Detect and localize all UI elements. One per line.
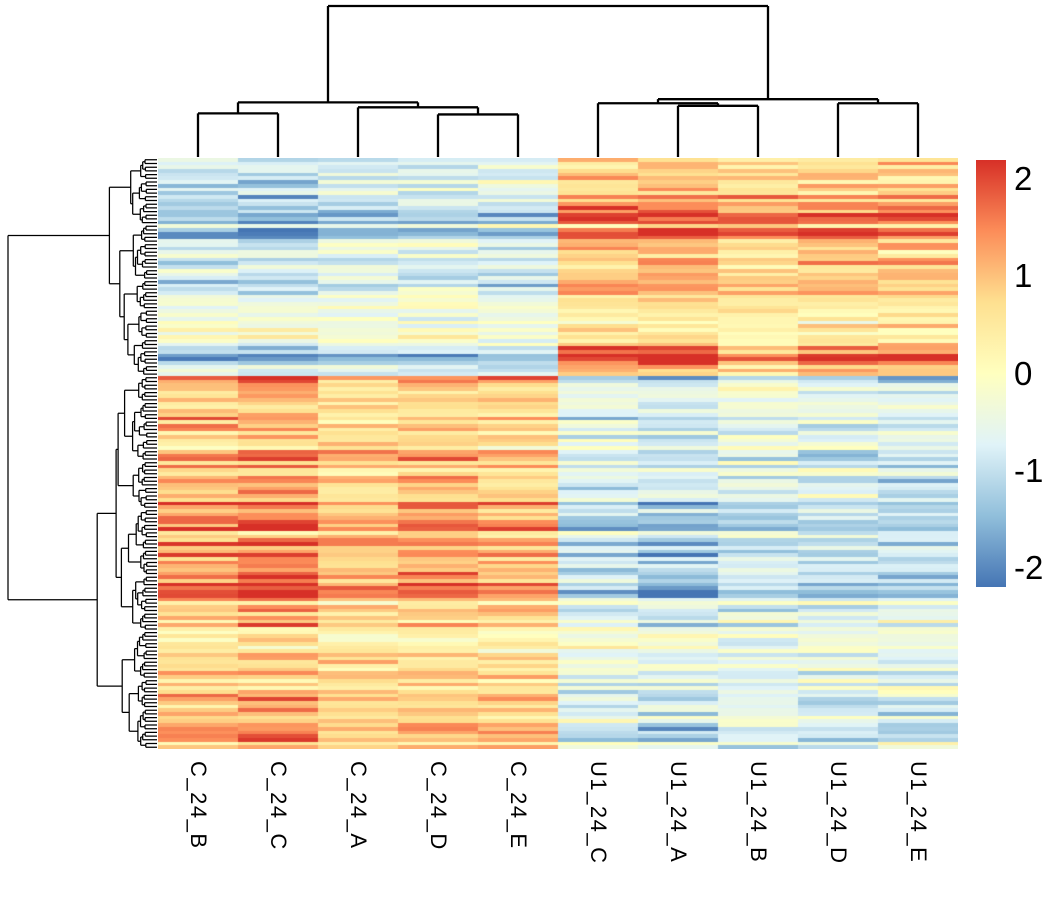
column-label-C_24_A: C_24_A: [346, 761, 371, 850]
legend-tick-0: 0: [1014, 354, 1033, 392]
column-label-C_24_C: C_24_C: [266, 761, 291, 851]
column-label-U1_24_E: U1_24_E: [906, 761, 931, 864]
column-label-C_24_B: C_24_B: [186, 761, 211, 850]
legend-tick-2: 2: [1014, 160, 1033, 198]
column-label-U1_24_D: U1_24_D: [826, 761, 851, 865]
column-label-U1_24_C: U1_24_C: [586, 761, 611, 865]
column-label-U1_24_A: U1_24_A: [666, 761, 691, 864]
row-dendrogram: [7, 159, 157, 748]
legend-tick--1: -1: [1014, 451, 1044, 489]
color-scale-bar: [976, 160, 1006, 587]
heatmap-matrix: [158, 158, 958, 749]
column-label-U1_24_B: U1_24_B: [746, 761, 771, 864]
legend-tick--2: -2: [1014, 548, 1044, 586]
column-label-C_24_D: C_24_D: [426, 761, 451, 851]
column-label-C_24_E: C_24_E: [506, 761, 531, 850]
column-dendrogram: [196, 4, 920, 157]
legend-tick-1: 1: [1014, 257, 1033, 295]
